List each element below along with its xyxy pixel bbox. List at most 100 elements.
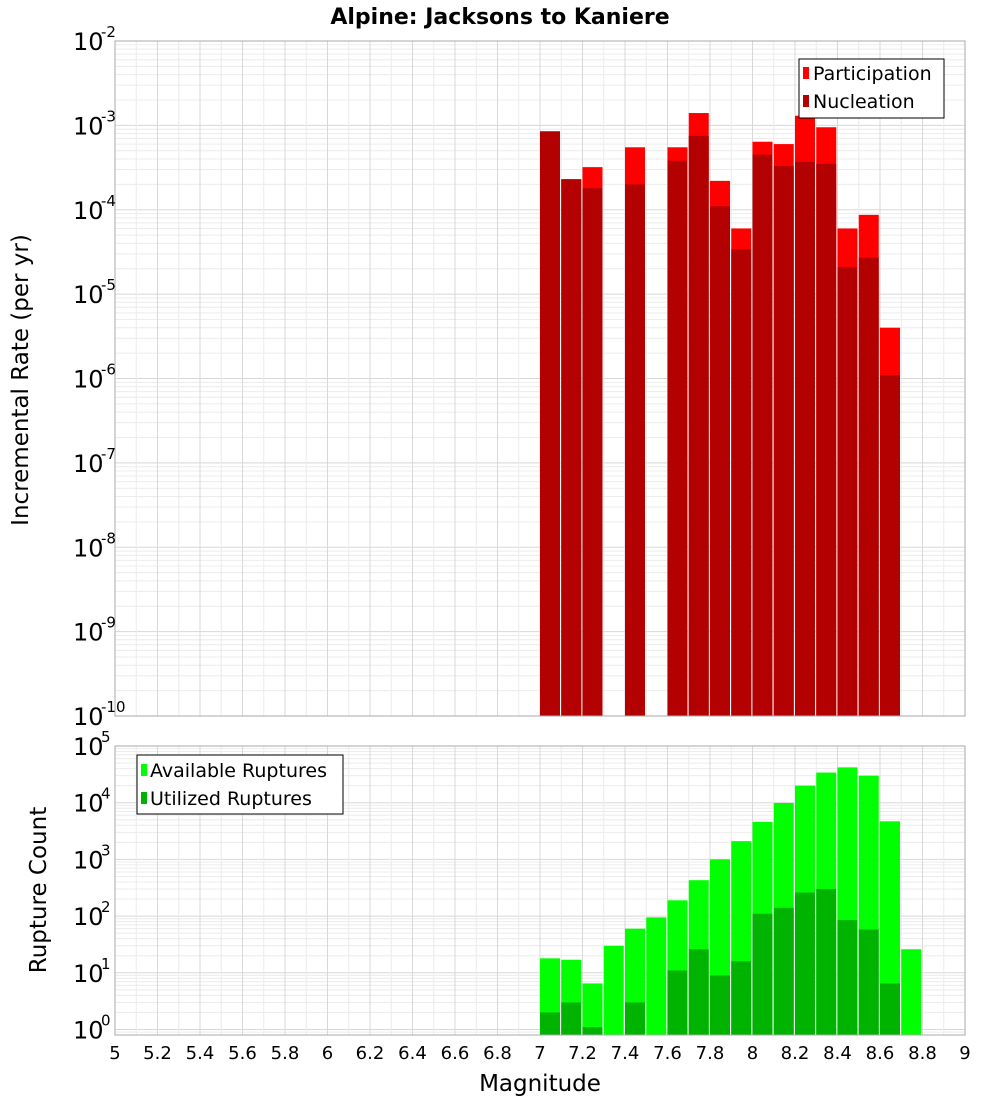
bar-nucleation (880, 375, 900, 716)
bar-utilized-ruptures (752, 913, 773, 1035)
bar-utilized-ruptures (816, 889, 837, 1035)
y-tick-label: 10 (73, 1017, 104, 1045)
bar-utilized-ruptures (837, 920, 858, 1035)
bar-nucleation (731, 249, 752, 716)
y-tick-exponent: 4 (101, 785, 111, 803)
bar-nucleation (582, 188, 603, 717)
x-tick-label: 7.8 (696, 1043, 725, 1064)
top-legend: Participation Nucleation (798, 58, 945, 119)
bottom-y-axis-label: Rupture Count (26, 807, 52, 973)
legend-nucleation-label: Nucleation (813, 91, 915, 113)
legend-utilized-swatch (141, 792, 147, 804)
bar-available-ruptures (901, 949, 922, 1035)
chart-title: Alpine: Jacksons to Kaniere (330, 5, 669, 30)
x-tick-label: 7.2 (568, 1043, 597, 1064)
bar-utilized-ruptures (688, 949, 709, 1035)
y-tick-label: 10 (73, 846, 104, 874)
bar-available-ruptures (646, 917, 667, 1035)
bar-utilized-ruptures (858, 929, 879, 1035)
x-tick-label: 6.4 (398, 1043, 427, 1064)
y-tick-label: 10 (73, 534, 104, 562)
legend-utilized-label: Utilized Ruptures (150, 788, 312, 810)
y-tick-label: 10 (73, 790, 104, 818)
y-tick-label: 10 (73, 960, 104, 988)
y-tick-label: 10 (73, 703, 104, 731)
x-tick-label: 5.6 (228, 1043, 257, 1064)
bar-nucleation (561, 179, 582, 716)
y-tick-exponent: -9 (101, 614, 116, 632)
y-tick-exponent: 3 (101, 841, 111, 859)
bar-utilized-ruptures (561, 1002, 582, 1035)
bar-utilized-ruptures (667, 970, 688, 1035)
x-tick-label: 8.4 (823, 1043, 852, 1064)
y-tick-exponent: 1 (101, 955, 111, 973)
top-y-axis-label: Incremental Rate (per yr) (8, 234, 34, 526)
y-tick-label: 10 (73, 112, 104, 140)
x-tick-label: 8 (747, 1043, 758, 1064)
bar-nucleation (540, 131, 560, 717)
bottom-plot-bars (540, 767, 922, 1035)
y-tick-exponent: 0 (101, 1012, 111, 1030)
bar-utilized-ruptures (880, 983, 900, 1035)
bar-utilized-ruptures (582, 1027, 603, 1035)
y-tick-exponent: -4 (101, 192, 116, 210)
y-tick-exponent: -7 (101, 445, 116, 463)
bar-nucleation (795, 161, 815, 716)
bottom-legend: Available Ruptures Utilized Ruptures (136, 754, 344, 815)
bar-available-ruptures (582, 983, 603, 1035)
bar-nucleation (688, 135, 709, 717)
y-tick-label: 10 (73, 28, 104, 56)
top-plot-frame (114, 40, 966, 717)
y-tick-exponent: 5 (101, 728, 111, 746)
bar-utilized-ruptures (540, 1012, 560, 1035)
y-tick-exponent: -3 (101, 107, 116, 125)
y-tick-label: 10 (73, 197, 104, 225)
bar-nucleation (816, 163, 837, 717)
x-tick-label: 7.6 (653, 1043, 682, 1064)
bar-available-ruptures (880, 821, 900, 1035)
bar-nucleation (773, 166, 794, 717)
legend-available-label: Available Ruptures (150, 760, 327, 782)
y-tick-label: 10 (73, 619, 104, 647)
y-tick-label: 10 (73, 450, 104, 478)
y-tick-label: 10 (73, 366, 104, 394)
x-tick-label: 8.8 (908, 1043, 937, 1064)
x-tick-label: 7 (534, 1043, 545, 1064)
legend-participation-swatch (803, 67, 809, 79)
y-tick-exponent: -6 (101, 361, 116, 379)
y-tick-label: 10 (73, 903, 104, 931)
bottom-legend-box (136, 754, 344, 815)
bar-nucleation (837, 266, 858, 716)
x-tick-label: 5 (109, 1043, 120, 1064)
legend-available-swatch (141, 764, 147, 776)
y-tick-exponent: -5 (101, 276, 116, 294)
legend-nucleation-swatch (803, 95, 809, 107)
bar-available-ruptures (603, 945, 624, 1035)
x-tick-label: 8.6 (866, 1043, 895, 1064)
bar-utilized-ruptures (731, 961, 752, 1035)
bar-nucleation (858, 257, 879, 716)
top-legend-box (798, 58, 945, 119)
x-tick-label: 7.4 (611, 1043, 640, 1064)
y-tick-exponent: -2 (101, 23, 116, 41)
x-tick-label: 6 (322, 1043, 333, 1064)
y-tick-label: 10 (73, 281, 104, 309)
bar-nucleation (625, 184, 645, 717)
x-tick-label: 6.8 (483, 1043, 512, 1064)
x-tick-label: 6.2 (356, 1043, 385, 1064)
top-plot-bars (540, 113, 900, 717)
bar-nucleation (710, 206, 730, 716)
bar-nucleation (752, 154, 773, 716)
x-tick-label: 9 (959, 1043, 970, 1064)
y-tick-exponent: -10 (101, 698, 126, 716)
legend-participation-label: Participation (813, 63, 932, 85)
x-tick-label: 6.6 (441, 1043, 470, 1064)
bar-utilized-ruptures (625, 1002, 645, 1035)
x-axis-label: Magnitude (479, 1071, 601, 1097)
x-tick-label: 5.4 (186, 1043, 215, 1064)
y-tick-exponent: 2 (101, 898, 111, 916)
bar-utilized-ruptures (795, 892, 815, 1035)
